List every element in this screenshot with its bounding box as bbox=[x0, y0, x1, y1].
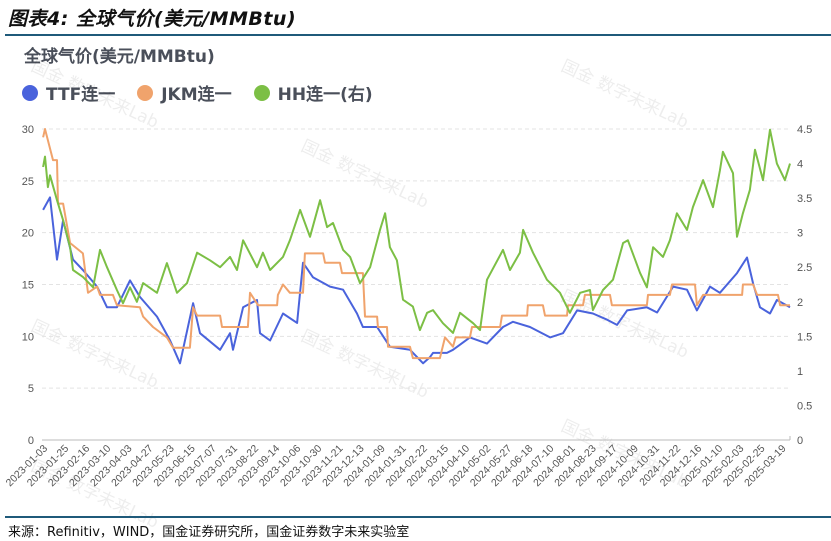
legend-marker-jkm bbox=[137, 84, 154, 101]
legend-item-hh: HH连一(右) bbox=[253, 80, 373, 105]
legend-label-jkm: JKM连一 bbox=[161, 85, 232, 105]
y-right-tick-label: 4 bbox=[797, 159, 803, 171]
source-note: 来源：Refinitiv，WIND，国金证券研究所，国金证券数字未来实验室 bbox=[8, 525, 410, 540]
y-right-tick-label: 2 bbox=[797, 297, 803, 309]
watermark: 国金 数字未来Lab bbox=[28, 316, 162, 392]
y-right-tick-label: 3 bbox=[797, 228, 803, 240]
y-right-tick-label: 4.5 bbox=[797, 124, 812, 136]
y-left-tick-label: 30 bbox=[22, 124, 34, 136]
legend-label-hh: HH连一(右) bbox=[277, 85, 373, 105]
legend-item-jkm: JKM连一 bbox=[137, 80, 232, 105]
legend-item-ttf: TTF连一 bbox=[22, 80, 115, 105]
figure-title: 图表4: 全球气价(美元/MMBtu) bbox=[8, 8, 297, 30]
y-right-tick-label: 1.5 bbox=[797, 331, 812, 343]
watermark: 国金 数字未来Lab bbox=[298, 136, 432, 212]
y-left-tick-label: 25 bbox=[22, 176, 34, 188]
y-left-tick-label: 20 bbox=[22, 228, 34, 240]
y-right-tick-label: 2.5 bbox=[797, 262, 812, 274]
y-right-tick-label: 1 bbox=[797, 366, 803, 378]
chart-title: 全球气价(美元/MMBtu) bbox=[24, 47, 215, 67]
bottom-divider bbox=[5, 516, 831, 518]
y-right-tick-label: 0.5 bbox=[797, 400, 812, 412]
series-line-jkm bbox=[42, 128, 790, 360]
y-right-tick-label: 3.5 bbox=[797, 193, 812, 205]
legend: TTF连一 JKM连一 HH连一(右) bbox=[22, 80, 373, 105]
y-left-tick-label: 15 bbox=[22, 280, 34, 292]
top-divider bbox=[5, 34, 831, 36]
series-line-hh bbox=[42, 128, 791, 334]
watermark: 国金 数字未来Lab bbox=[298, 326, 432, 402]
legend-label-ttf: TTF连一 bbox=[46, 85, 116, 105]
legend-marker-hh bbox=[253, 84, 270, 101]
y-left-tick-label: 0 bbox=[28, 435, 34, 447]
legend-marker-ttf bbox=[22, 84, 38, 101]
watermark: 国金 数字未来Lab bbox=[558, 56, 692, 132]
y-left-tick-label: 10 bbox=[22, 331, 34, 343]
y-left-tick-label: 5 bbox=[28, 383, 34, 395]
y-right-tick-label: 0 bbox=[797, 435, 803, 447]
watermark: 国金 数字未来Lab bbox=[28, 56, 162, 132]
